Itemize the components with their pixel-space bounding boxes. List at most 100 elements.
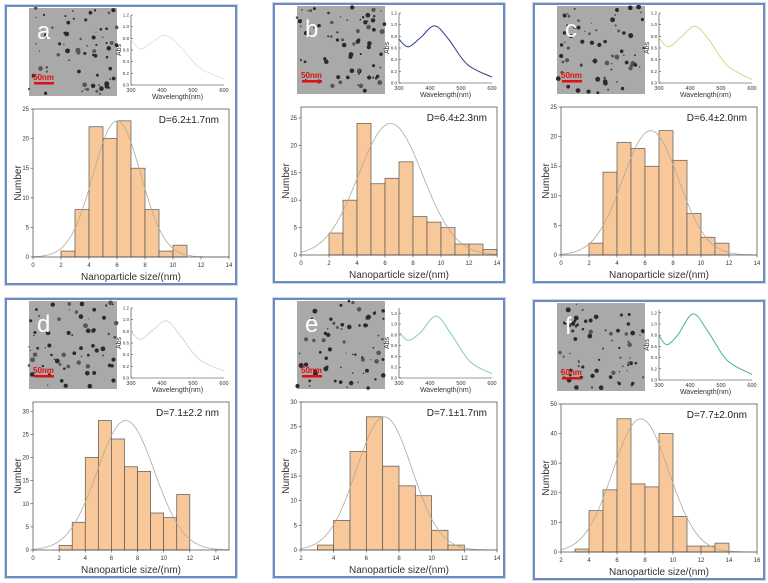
nanoparticle-dot xyxy=(377,334,380,337)
inset-y-tick: 1.0 xyxy=(651,22,658,27)
nanoparticle-dot xyxy=(573,7,576,10)
nanoparticle-dot xyxy=(329,317,333,321)
nanoparticle-dot xyxy=(627,361,631,365)
panel-letter: c xyxy=(565,16,577,43)
nanoparticle-dot xyxy=(366,386,370,390)
absorbance-curve xyxy=(130,34,225,80)
nanoparticle-dot xyxy=(83,51,87,55)
nanoparticle-dot xyxy=(92,328,96,332)
nanoparticle-dot xyxy=(318,350,322,354)
nanoparticle-dot xyxy=(562,13,567,18)
plot-frame xyxy=(560,403,758,553)
inset-x-label: Wavelength(nm) xyxy=(680,389,731,396)
nanoparticle-dot xyxy=(562,355,565,358)
nanoparticle-dot xyxy=(101,36,104,39)
nanoparticle-dot xyxy=(367,75,372,80)
nanoparticle-dot xyxy=(595,29,598,32)
nanoparticle-dot xyxy=(312,338,316,343)
nanoparticle-dot xyxy=(575,303,578,306)
nanoparticle-dot xyxy=(591,60,594,62)
histogram-bar xyxy=(124,466,138,551)
nanoparticle-dot xyxy=(370,359,372,361)
panel-c: c 50nm 300 400 500 600 0.0 0.2 0.4 0.6 0.8 1.0 1.2 Wa… xyxy=(533,3,765,283)
nanoparticle-dot xyxy=(309,9,313,13)
nanoparticle-dot xyxy=(358,83,364,89)
x-tick-label: 4 xyxy=(332,556,336,562)
histogram-bar xyxy=(74,209,90,258)
nanoparticle-dot xyxy=(627,364,630,367)
scale-bar xyxy=(34,375,54,378)
nanoparticle-dot xyxy=(340,366,342,369)
nanoparticle-dot xyxy=(379,66,382,69)
nanoparticle-dot xyxy=(105,304,108,307)
nanoparticle-dot xyxy=(346,386,348,388)
histogram-bar xyxy=(672,159,688,256)
x-axis-label: Nanoparticle size/(nm) xyxy=(609,270,709,281)
inset-x-tick: 300 xyxy=(126,381,135,387)
scale-bar xyxy=(562,377,582,380)
nanoparticle-dot xyxy=(340,38,345,42)
panel-letter: e xyxy=(305,311,318,338)
nanoparticle-dot xyxy=(333,379,337,383)
nanoparticle-dot xyxy=(310,317,314,320)
nanoparticle-dot xyxy=(571,329,575,333)
histogram-bar xyxy=(316,544,335,551)
nanoparticle-dot xyxy=(566,46,570,50)
nanoparticle-dot xyxy=(297,19,302,24)
nanoparticle-dot xyxy=(32,352,38,357)
nanoparticle-dot xyxy=(592,58,598,64)
nanoparticle-dot xyxy=(33,331,37,335)
nanoparticle-dot xyxy=(109,40,114,45)
nanoparticle-dot xyxy=(581,308,584,312)
x-tick-label: 12 xyxy=(198,263,205,269)
nanoparticle-dot xyxy=(580,63,583,66)
nanoparticle-dot xyxy=(46,384,49,386)
nanoparticle-dot xyxy=(84,370,90,376)
y-tick-label: 25 xyxy=(290,425,297,431)
nanoparticle-dot xyxy=(298,363,304,369)
nanoparticle-dot xyxy=(365,368,369,373)
nanoparticle-dot xyxy=(95,31,97,33)
gaussian-fit-curve xyxy=(32,420,229,551)
nanoparticle-dot xyxy=(299,58,303,61)
tem-background xyxy=(557,6,645,94)
nanoparticle-dot xyxy=(109,78,112,80)
nanoparticle-dot xyxy=(85,364,91,369)
nanoparticle-dot xyxy=(93,53,98,58)
inset-x-tick: 500 xyxy=(188,381,197,387)
nanoparticle-dot xyxy=(84,88,86,90)
inset-x-tick: 500 xyxy=(716,86,725,92)
histogram-bar xyxy=(630,148,646,256)
nanoparticle-dot xyxy=(330,83,335,89)
nanoparticle-dot xyxy=(561,60,565,64)
inset-x-tick: 500 xyxy=(456,381,465,387)
nanoparticle-dot xyxy=(45,70,48,73)
inset-y-tick: 0.8 xyxy=(123,329,130,334)
nanoparticle-dot xyxy=(639,334,641,336)
histogram-bar xyxy=(333,520,351,551)
inset-y-tick: 1.0 xyxy=(123,24,130,29)
y-tick-label: 15 xyxy=(290,171,297,177)
nanoparticle-dot xyxy=(29,319,33,323)
size-annotation: D=7.1±2.2 nm xyxy=(156,408,219,419)
nanoparticle-dot xyxy=(50,353,53,357)
inset-y-tick: 0.0 xyxy=(391,376,398,381)
inset-x-tick: 400 xyxy=(157,88,166,94)
nanoparticle-dot xyxy=(379,29,385,35)
nanoparticle-dot xyxy=(111,8,116,13)
nanoparticle-dot xyxy=(604,329,607,332)
inset-y-tick: 0.8 xyxy=(391,332,398,337)
histogram-bar xyxy=(658,130,674,256)
nanoparticle-dot xyxy=(348,54,353,59)
x-axis-label: Nanoparticle size/(nm) xyxy=(81,272,181,283)
nanoparticle-dot xyxy=(633,63,638,67)
nanoparticle-dot xyxy=(601,347,605,350)
x-tick-label: 8 xyxy=(643,558,647,564)
y-tick-label: 15 xyxy=(550,164,557,170)
y-tick-label: 10 xyxy=(22,196,29,202)
nanoparticle-dot xyxy=(38,50,41,52)
nanoparticle-dot xyxy=(588,318,593,323)
size-annotation: D=6.4±2.3nm xyxy=(427,113,487,124)
nanoparticle-dot xyxy=(363,20,368,25)
